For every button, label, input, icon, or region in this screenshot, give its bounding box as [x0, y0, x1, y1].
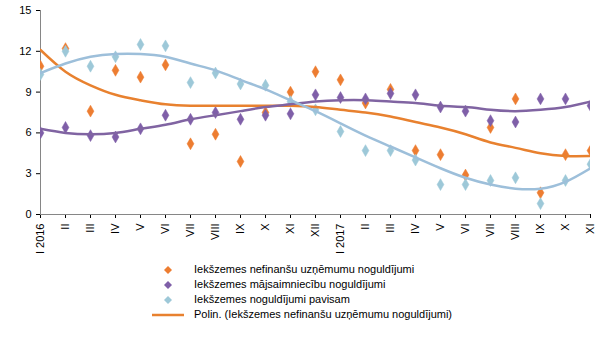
svg-text:VIII: VIII: [509, 224, 521, 241]
svg-text:III: III: [84, 224, 96, 233]
svg-text:0: 0: [25, 208, 31, 220]
svg-text:I 2017: I 2017: [334, 224, 346, 255]
svg-text:VI: VI: [459, 224, 471, 234]
svg-text:V: V: [434, 223, 446, 231]
svg-text:VIII: VIII: [209, 224, 221, 241]
svg-text:12: 12: [19, 45, 31, 57]
svg-text:XII: XII: [309, 224, 321, 237]
svg-text:IV: IV: [109, 223, 121, 234]
svg-text:VII: VII: [484, 224, 496, 237]
svg-text:IV: IV: [409, 223, 421, 234]
svg-text:XI: XI: [584, 224, 596, 234]
svg-text:9: 9: [25, 86, 31, 98]
svg-text:X: X: [259, 223, 271, 231]
svg-text:15: 15: [19, 4, 31, 16]
html-text:Iekšzemes noguldījumi pavisam: Iekšzemes noguldījumi pavisam: [194, 293, 350, 305]
svg-text:III: III: [384, 224, 396, 233]
svg-text:VI: VI: [159, 224, 171, 234]
svg-text:II: II: [359, 224, 371, 230]
svg-text:6: 6: [25, 126, 31, 138]
html-text:Polin. (Iekšzemes nefinanšu uz: Polin. (Iekšzemes nefinanšu uzņēmumu nog…: [194, 308, 452, 320]
html-text:Iekšzemes nefinanšu uzņēmumu n: Iekšzemes nefinanšu uzņēmumu noguldījumi: [194, 263, 415, 275]
svg-text:3: 3: [25, 167, 31, 179]
svg-text:IX: IX: [234, 223, 246, 234]
svg-text:IX: IX: [534, 223, 546, 234]
svg-text:VII: VII: [184, 224, 196, 237]
svg-text:II: II: [59, 224, 71, 230]
svg-text:I 2016: I 2016: [34, 224, 46, 255]
svg-text:XI: XI: [284, 224, 296, 234]
svg-text:V: V: [134, 223, 146, 231]
html-text:Iekšzemes mājsaimniecību nogul: Iekšzemes mājsaimniecību noguldījumi: [194, 278, 386, 290]
svg-text:X: X: [559, 223, 571, 231]
